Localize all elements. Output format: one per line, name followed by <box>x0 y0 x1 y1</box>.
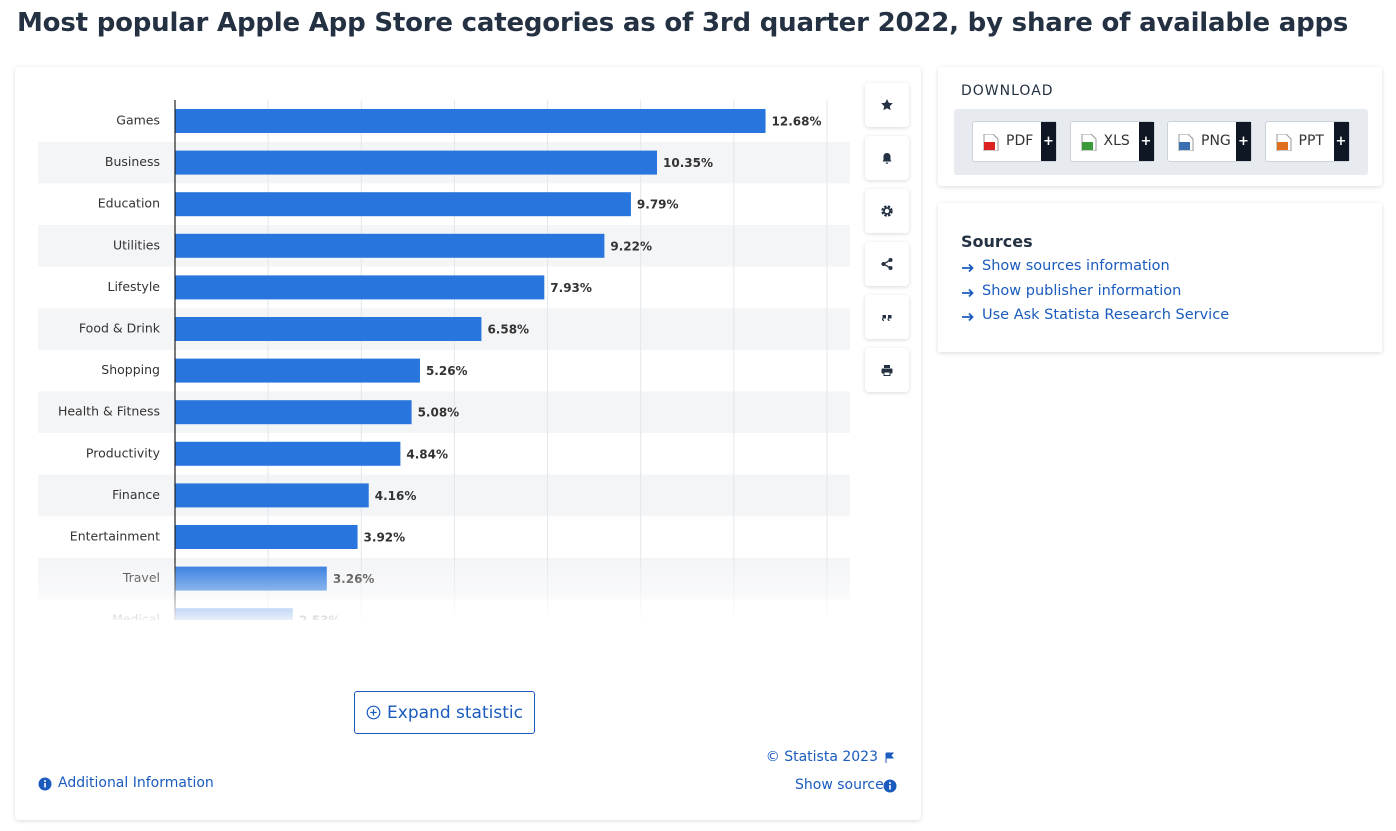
value-label: 9.22% <box>610 239 652 253</box>
info-icon <box>883 779 897 793</box>
additional-info-link[interactable]: Additional Information <box>58 775 214 791</box>
source-link-label: Show sources information <box>982 258 1170 274</box>
value-label: 10.35% <box>663 156 713 170</box>
download-plus: + <box>1333 122 1349 161</box>
file-icon <box>983 134 999 151</box>
page-title: Most popular Apple App Store categories … <box>17 8 1349 38</box>
show-source-link[interactable]: Show source <box>795 777 884 793</box>
file-icon <box>1276 134 1291 151</box>
flag-icon <box>885 752 895 763</box>
bar <box>175 192 631 217</box>
download-button[interactable]: PPT + <box>1264 121 1350 162</box>
favorite-button[interactable] <box>865 83 909 127</box>
y-tick-label: Education <box>98 196 160 211</box>
sources-card <box>938 203 1382 352</box>
value-label: 5.26% <box>426 364 468 378</box>
download-button[interactable]: XLS + <box>1069 121 1155 162</box>
download-label: PNG <box>1201 133 1231 149</box>
y-tick-label: Productivity <box>86 445 161 460</box>
expand-label: Expand statistic <box>387 702 523 723</box>
value-label: 9.79% <box>637 198 679 212</box>
download-label: PPT <box>1298 133 1324 149</box>
value-label: 7.93% <box>550 281 592 295</box>
chart: Games 12.68% Business 10.35% Education 9.79% U… <box>20 100 870 622</box>
bar <box>175 400 412 425</box>
source-link[interactable]: Show sources information <box>961 258 1170 274</box>
value-label: 4.16% <box>375 489 417 503</box>
arrow <box>962 263 974 273</box>
y-tick-label: Business <box>105 154 160 169</box>
y-tick-label: Lifestyle <box>107 279 160 294</box>
bar <box>175 150 658 175</box>
file-icon <box>1081 134 1096 151</box>
y-tick-label: Food & Drink <box>79 321 161 336</box>
download-plus: + <box>1041 122 1056 161</box>
arrow-icon <box>962 288 974 297</box>
print-button[interactable] <box>865 348 909 392</box>
y-tick-label: Finance <box>112 487 160 502</box>
source-link-label: Show publisher information <box>982 282 1182 299</box>
download-title: DOWNLOAD <box>961 83 1054 99</box>
file-badge <box>984 142 995 150</box>
bar <box>175 233 605 258</box>
y-tick-label: Health & Fitness <box>58 404 160 419</box>
value-label: 5.08% <box>418 406 460 420</box>
expand-button[interactable]: Expand statistic <box>354 691 535 734</box>
download-label: XLS <box>1103 133 1130 149</box>
source-link[interactable]: Show publisher information <box>961 283 1181 299</box>
arrow-icon <box>962 263 974 273</box>
copyright: © Statista 2023 <box>766 749 878 765</box>
y-tick-label: Games <box>116 113 160 128</box>
source-link[interactable]: Use Ask Statista Research Service <box>961 307 1229 323</box>
y-tick-label: Shopping <box>101 362 160 377</box>
file-badge <box>1081 142 1093 150</box>
row-band <box>38 474 850 517</box>
bar <box>175 109 766 133</box>
expand-icon <box>366 705 381 720</box>
y-tick-label: Entertainment <box>70 529 160 544</box>
download-plus: + <box>1138 122 1154 161</box>
sources-title: Sources <box>961 232 1033 251</box>
settings-button[interactable] <box>865 189 909 233</box>
download-bar: PDF + XLS + PNG + PPT + <box>954 109 1368 175</box>
row-band <box>38 391 850 433</box>
notification-button[interactable] <box>865 136 909 180</box>
bar <box>175 358 420 383</box>
file-badge <box>1276 142 1288 150</box>
arrow <box>962 312 974 322</box>
download-plus: + <box>1236 122 1251 161</box>
file-icon <box>1178 134 1194 151</box>
value-label: 12.68% <box>772 115 822 129</box>
bar <box>175 317 482 341</box>
arrow <box>962 288 974 297</box>
y-tick-label: Utilities <box>113 237 160 252</box>
value-label: 4.84% <box>406 447 448 461</box>
fade-overlay <box>20 560 870 622</box>
value-label: 6.58% <box>487 323 529 337</box>
copyright-text: © Statista 2023 <box>765 749 878 765</box>
info-icon <box>38 777 52 791</box>
value-label: 3.92% <box>364 531 406 545</box>
download-button[interactable]: PNG + <box>1167 121 1252 162</box>
bar <box>175 441 401 466</box>
bar <box>175 275 545 300</box>
file-badge <box>1179 142 1190 150</box>
bar <box>175 483 369 508</box>
share-button[interactable] <box>865 242 909 286</box>
download-label: PDF <box>1006 133 1034 149</box>
cite-button[interactable] <box>865 295 909 339</box>
download-button[interactable]: PDF + <box>972 121 1057 162</box>
source-link-label: Use Ask Statista Research Service <box>982 307 1230 323</box>
arrow-icon <box>962 312 974 322</box>
bar <box>175 525 358 549</box>
